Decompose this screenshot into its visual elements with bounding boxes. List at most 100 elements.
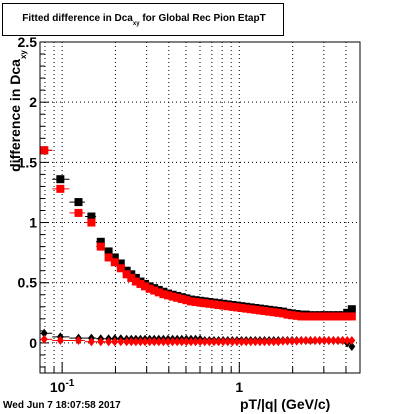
- chart-title-subscript: xy: [132, 21, 140, 27]
- data-point: [104, 253, 113, 262]
- data-point: [131, 277, 140, 286]
- data-point: [223, 302, 232, 311]
- data-point: [159, 337, 167, 347]
- data-point: [293, 336, 301, 346]
- data-point: [343, 336, 351, 346]
- y-tick-label: 0.5: [18, 275, 38, 291]
- chart-title-prefix: Fitted difference in Dca: [22, 13, 133, 24]
- data-point: [173, 293, 182, 302]
- data-point: [334, 312, 343, 321]
- data-point: [325, 336, 333, 346]
- y-tick-label: 1.5: [18, 154, 38, 170]
- data-point: [247, 337, 255, 347]
- data-point: [164, 337, 172, 347]
- y-tick-label: 1: [29, 215, 37, 231]
- y-axis-label-subscript: xy: [19, 50, 28, 60]
- data-point: [348, 336, 356, 346]
- chart-title-suffix: for Global Rec Pion EtapT: [139, 13, 266, 24]
- y-tick-label: 2: [29, 94, 37, 110]
- data-point: [127, 273, 136, 282]
- data-point: [110, 253, 119, 262]
- data-point: [265, 307, 274, 316]
- data-point: [210, 337, 218, 347]
- data-point: [104, 247, 113, 256]
- data-point: [288, 311, 297, 320]
- y-axis-label: difference in Dcaxy: [7, 46, 28, 176]
- data-point: [274, 337, 282, 347]
- data-point: [316, 336, 324, 346]
- data-point: [219, 337, 227, 347]
- data-point: [238, 337, 246, 347]
- data-point: [347, 305, 356, 314]
- data-point: [116, 264, 125, 273]
- data-point: [261, 337, 269, 347]
- data-point: [242, 304, 251, 313]
- data-point: [232, 303, 241, 312]
- data-point: [302, 336, 310, 346]
- data-point: [228, 337, 236, 347]
- data-point: [155, 337, 163, 347]
- data-point: [311, 336, 319, 346]
- data-point: [279, 336, 287, 346]
- data-point: [110, 258, 119, 267]
- data-point: [215, 337, 223, 347]
- data-point: [136, 337, 144, 347]
- data-point: [214, 300, 223, 309]
- data-point: [40, 334, 48, 344]
- y-axis-label-main: difference in Dca: [7, 59, 23, 172]
- data-point: [97, 337, 105, 347]
- data-point: [228, 302, 237, 311]
- data-point: [40, 146, 49, 155]
- chart-title: Fitted difference in Dcaxy for Global Re…: [3, 13, 285, 27]
- data-point: [324, 312, 333, 321]
- timestamp: Wed Jun 7 18:07:58 2017: [3, 400, 121, 411]
- data-point: [74, 198, 83, 207]
- x-tick-label-base: 10: [50, 379, 66, 395]
- data-point: [270, 337, 278, 347]
- data-point: [306, 336, 314, 346]
- data-point: [182, 296, 191, 305]
- data-point: [301, 312, 310, 321]
- data-point: [168, 292, 177, 301]
- data-point: [187, 337, 195, 347]
- data-point: [338, 312, 347, 321]
- data-point: [116, 259, 125, 268]
- data-point: [192, 337, 200, 347]
- data-point: [265, 337, 273, 347]
- data-point: [283, 310, 292, 319]
- data-point: [219, 301, 228, 310]
- data-point: [278, 309, 287, 318]
- data-point: [329, 336, 337, 346]
- data-point: [191, 297, 200, 306]
- chart-title-box: Fitted difference in Dcaxy for Global Re…: [2, 3, 284, 36]
- data-point: [347, 312, 356, 321]
- data-point: [173, 337, 181, 347]
- data-point: [178, 337, 186, 347]
- data-point: [233, 337, 241, 347]
- data-point: [201, 337, 209, 347]
- data-point: [177, 294, 186, 303]
- data-point: [224, 337, 232, 347]
- data-point: [132, 337, 140, 347]
- data-point: [255, 306, 264, 315]
- data-point: [339, 336, 347, 346]
- data-point: [200, 299, 209, 308]
- data-point: [260, 307, 269, 316]
- data-point: [159, 290, 168, 299]
- plot-frame: [39, 41, 361, 374]
- data-point: [123, 337, 131, 347]
- data-point: [292, 311, 301, 320]
- data-point: [182, 337, 190, 347]
- data-point: [122, 270, 131, 279]
- data-point: [343, 312, 352, 321]
- data-point: [288, 336, 296, 346]
- data-point: [251, 337, 259, 347]
- data-point: [87, 212, 96, 221]
- data-point: [150, 286, 159, 295]
- data-point: [205, 299, 214, 308]
- data-point: [237, 304, 246, 313]
- data-point: [145, 284, 154, 293]
- data-point: [306, 312, 315, 321]
- data-point: [141, 282, 150, 291]
- data-point: [74, 208, 83, 217]
